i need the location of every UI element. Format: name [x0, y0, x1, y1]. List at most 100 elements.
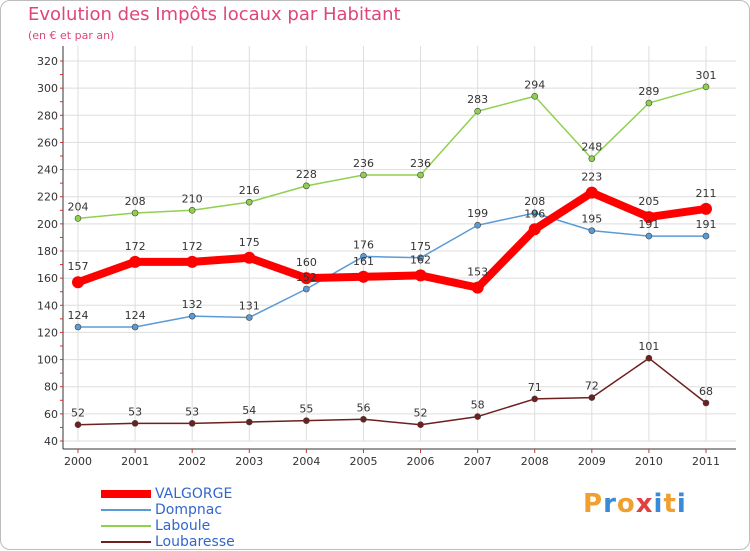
data-point-laboule	[531, 92, 539, 100]
data-label-dompnac: 176	[353, 238, 374, 251]
data-label-dompnac: 199	[467, 207, 488, 220]
data-point-loubaresse	[531, 395, 539, 403]
x-tick-label: 2002	[178, 455, 206, 468]
data-label-valgorge: 162	[410, 253, 431, 266]
data-label-valgorge: 153	[467, 266, 488, 279]
data-point-valgorge	[528, 223, 541, 236]
legend-swatch-loubaresse	[101, 541, 151, 543]
logo-letter: i	[676, 489, 687, 519]
y-tick-label: 280	[37, 109, 58, 122]
data-label-dompnac: 124	[68, 309, 89, 322]
data-point-loubaresse	[188, 420, 196, 427]
x-tick-label: 2008	[521, 455, 549, 468]
data-point-dompnac	[303, 285, 310, 293]
data-point-valgorge	[186, 255, 199, 268]
y-tick-label: 100	[37, 354, 58, 367]
data-point-dompnac	[702, 232, 710, 240]
data-point-laboule	[360, 171, 367, 179]
x-tick-label: 2007	[464, 455, 492, 468]
y-tick-label: 220	[37, 191, 58, 204]
data-point-loubaresse	[303, 417, 310, 424]
y-tick-label: 140	[37, 299, 58, 312]
data-label-laboule: 283	[467, 93, 488, 106]
data-labels: 204 208 210 216 228 236 236 283 294 248 289 301 124 1…	[68, 69, 717, 420]
y-tick-label: 300	[37, 82, 58, 95]
data-label-valgorge: 157	[68, 260, 89, 273]
legend-label-loubaresse: Loubaresse	[155, 534, 235, 550]
data-point-loubaresse	[702, 399, 710, 407]
data-label-loubaresse: 58	[471, 399, 485, 412]
y-tick-label: 320	[37, 55, 58, 68]
grid-lines	[63, 46, 736, 442]
data-label-laboule: 294	[524, 78, 545, 91]
data-label-laboule: 216	[239, 184, 260, 197]
data-label-laboule: 236	[353, 157, 374, 170]
x-tick-label: 2006	[407, 455, 435, 468]
data-label-laboule: 236	[410, 157, 431, 170]
data-label-valgorge: 161	[353, 255, 374, 268]
data-label-loubaresse: 53	[185, 405, 199, 418]
x-tick-label: 2004	[292, 455, 320, 468]
series-line-dompnac	[77, 212, 707, 328]
data-point-valgorge	[700, 202, 712, 215]
data-label-laboule: 204	[68, 200, 89, 213]
y-tick-label: 60	[44, 408, 58, 421]
y-tick-label: 200	[37, 218, 58, 231]
series-line-loubaresse	[77, 357, 707, 426]
series-lines	[72, 83, 712, 429]
data-point-laboule	[645, 99, 653, 107]
data-point-dompnac	[588, 227, 596, 234]
data-point-laboule	[74, 215, 82, 222]
logo-letter: x	[635, 489, 654, 519]
x-tick-label: 2011	[692, 455, 720, 468]
data-point-laboule	[245, 198, 253, 206]
y-tick-label: 40	[44, 435, 58, 448]
data-point-laboule	[588, 155, 596, 163]
data-label-dompnac: 152	[296, 271, 317, 284]
data-point-dompnac	[474, 221, 481, 229]
y-tick-label: 260	[37, 136, 58, 149]
legend-label-laboule: Laboule	[155, 518, 211, 534]
legend-swatch-laboule	[101, 525, 151, 527]
data-point-dompnac	[188, 312, 196, 320]
data-point-dompnac	[531, 209, 539, 217]
data-label-dompnac: 191	[696, 218, 717, 231]
logo-letter: o	[616, 489, 636, 519]
data-label-laboule: 228	[296, 168, 317, 181]
data-point-loubaresse	[360, 415, 367, 423]
data-label-dompnac: 124	[125, 309, 146, 322]
data-point-loubaresse	[417, 421, 424, 429]
data-label-loubaresse: 72	[585, 380, 599, 393]
data-label-valgorge: 175	[239, 236, 260, 249]
data-point-valgorge	[243, 251, 256, 264]
data-point-dompnac	[131, 323, 139, 331]
proxiti-logo: Proxiti	[583, 489, 687, 519]
data-label-dompnac: 191	[638, 218, 659, 231]
y-tick-label: 80	[44, 381, 58, 394]
data-label-laboule: 289	[638, 85, 659, 98]
logo-letter: i	[653, 489, 664, 519]
y-tick-label: 160	[37, 272, 58, 285]
data-label-dompnac: 131	[239, 300, 260, 313]
logo-letter: P	[583, 489, 604, 519]
data-label-loubaresse: 52	[414, 407, 428, 420]
legend-swatch-valgorge	[101, 490, 151, 498]
data-label-dompnac: 208	[524, 195, 545, 208]
data-label-dompnac: 195	[581, 213, 602, 226]
data-label-valgorge: 172	[125, 240, 146, 253]
y-tick-label: 120	[37, 326, 58, 339]
chart-subtitle: (en € et par an)	[28, 29, 115, 42]
data-point-dompnac	[645, 232, 653, 240]
series-line-valgorge	[74, 188, 710, 292]
data-point-laboule	[188, 206, 196, 214]
data-point-valgorge	[357, 270, 370, 283]
x-tick-label: 2000	[64, 455, 92, 468]
data-point-laboule	[303, 182, 310, 190]
data-label-loubaresse: 54	[242, 404, 256, 417]
data-point-laboule	[417, 171, 424, 179]
data-label-laboule: 248	[581, 141, 602, 154]
chart-title: Evolution des Impôts locaux par Habitant	[28, 4, 401, 25]
logo-letter: t	[663, 489, 677, 519]
y-tick-label: 240	[37, 164, 58, 177]
